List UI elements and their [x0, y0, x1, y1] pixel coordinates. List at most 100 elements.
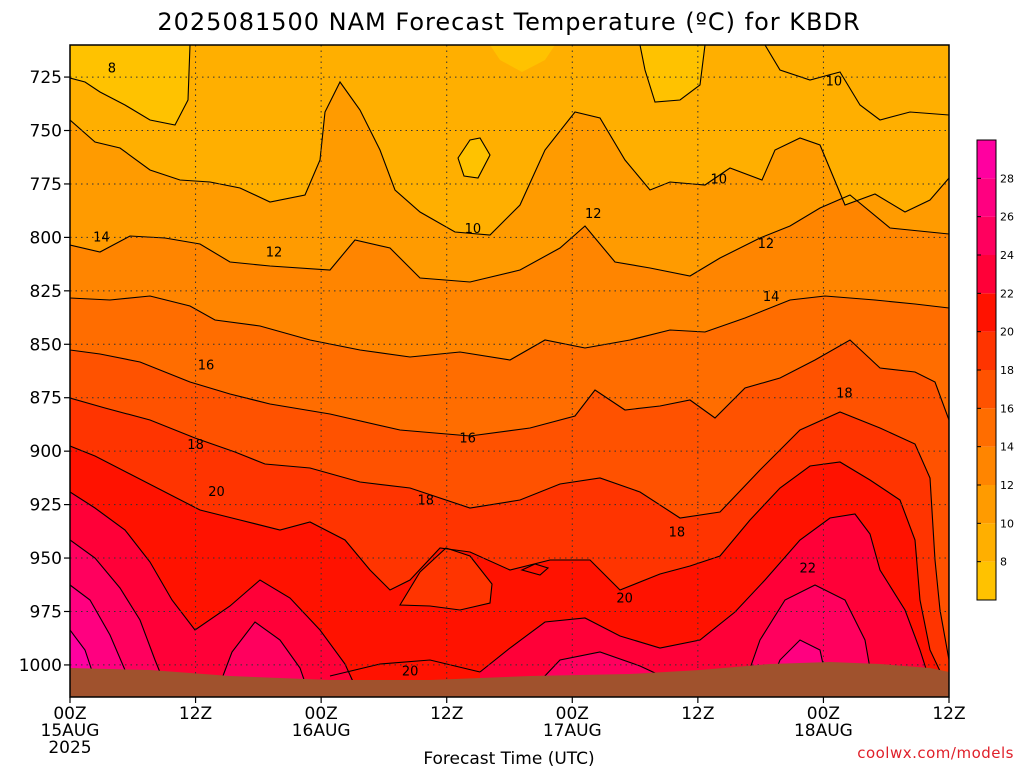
contour-label-text: 18	[836, 386, 853, 401]
contour-14	[70, 295, 949, 361]
colorbar-swatch	[977, 216, 996, 255]
contour-label-text: 10	[826, 74, 843, 89]
contour-20-bottom	[329, 659, 481, 677]
ground-surface	[70, 662, 949, 697]
colorbar-label: 22	[1000, 287, 1014, 300]
y-tick-label: 750	[30, 122, 62, 142]
band-6-8-b	[490, 45, 555, 72]
contour-22-mid	[479, 513, 936, 697]
colorbar-swatch	[977, 485, 996, 524]
band-6-8-a	[70, 45, 190, 125]
contour-label: 16	[198, 359, 215, 374]
contour-label-text: 12	[266, 245, 283, 260]
contour-8-b	[639, 45, 706, 103]
colorbar-swatch	[977, 178, 996, 217]
y-tick-label: 925	[30, 496, 62, 516]
x-tick-label: 16AUG	[292, 721, 351, 741]
contour-label-text: 10	[711, 173, 728, 188]
colorbar-label: 24	[1000, 249, 1014, 262]
colorbar-label: 14	[1000, 441, 1014, 454]
contour-22-left	[70, 491, 361, 697]
contour-label: 20	[208, 485, 225, 500]
colorbar-swatch	[977, 523, 996, 562]
contour-label-text: 12	[585, 207, 602, 222]
contour-label-text: 16	[459, 431, 476, 446]
x-tick-label: 12Z	[430, 704, 463, 724]
gridlines	[70, 45, 949, 697]
x-tick-label: 12Z	[179, 704, 212, 724]
y-tick-label: 800	[30, 228, 62, 248]
contour-label-text: 14	[93, 230, 110, 245]
colorbar-swatch	[977, 331, 996, 370]
contour-24-right	[739, 584, 876, 697]
credit-link[interactable]: coolwx.com/models	[857, 744, 1014, 762]
colorbar-swatch	[977, 255, 996, 294]
contour-10	[70, 80, 949, 236]
y-tick-label: 850	[30, 335, 62, 355]
contour-label: 12	[758, 237, 775, 252]
contour-24-left2	[214, 621, 311, 697]
x-tick-label: 2025	[48, 738, 91, 758]
x-tick-label: 18AUG	[794, 721, 853, 741]
contour-label: 18	[418, 493, 435, 508]
contour-label: 12	[266, 245, 283, 260]
colorbar-swatch	[977, 140, 996, 179]
y-tick-label: 725	[30, 68, 62, 88]
x-tick-label: 12Z	[932, 704, 965, 724]
x-tick-label: 00Z	[556, 704, 589, 724]
contour-18	[70, 397, 949, 661]
y-tick-label: 950	[30, 549, 62, 569]
y-tick-label: 875	[30, 389, 62, 409]
contour-12	[70, 194, 949, 283]
colorbar-swatch	[977, 561, 996, 600]
colorbar-label: 16	[1000, 402, 1014, 415]
contour-24-left	[70, 539, 171, 697]
x-axis-label: Forecast Time (UTC)	[423, 749, 594, 768]
colorbar-label: 26	[1000, 211, 1014, 224]
colorbar-label: 8	[1000, 556, 1007, 569]
x-tick-label: 00Z	[305, 704, 338, 724]
colorbar-swatch	[977, 408, 996, 447]
contour-label: 18	[187, 438, 204, 453]
contour-label-text: 22	[799, 562, 816, 577]
contour-label-text: 20	[616, 592, 633, 607]
x-tick-label: 15AUG	[41, 721, 100, 741]
contour-20	[70, 445, 949, 691]
colorbar-label: 28	[1000, 172, 1014, 185]
y-tick-label: 1000	[19, 656, 62, 676]
contour-label-text: 16	[198, 359, 215, 374]
contour-label: 14	[763, 290, 780, 305]
contour-label-text: 14	[763, 290, 780, 305]
y-tick-label: 825	[30, 282, 62, 302]
contour-16	[70, 339, 949, 437]
band-6-8-c	[640, 45, 705, 102]
contour-label-text: 18	[669, 525, 686, 540]
contour-10-top	[764, 45, 949, 121]
chart-title: 2025081500 NAM Forecast Temperature (ºC)…	[157, 8, 860, 36]
colorbar-swatch	[977, 446, 996, 485]
colorbar-swatch	[977, 370, 996, 409]
colorbar: 8 10 12 14 16 18 20 22 24 26 28	[976, 139, 1014, 601]
contour-label-text: 12	[758, 237, 775, 252]
contour-label: 12	[585, 207, 602, 222]
colorbar-label: 20	[1000, 326, 1014, 339]
colorbar-label: 10	[1000, 517, 1014, 530]
contour-18-island	[399, 547, 493, 611]
band-18-20-island	[400, 548, 492, 610]
contour-8-c	[457, 137, 491, 179]
y-axis: 725 750 775 800 825 850 875 900 925 950 975 1000	[19, 68, 70, 676]
colorbar-label: 18	[1000, 364, 1014, 377]
contour-labels: 8 10 10 10 12 12 12 14 14 16 16 18 18 18 18 20 20 20 22	[93, 62, 853, 680]
contour-label: 10	[465, 222, 482, 237]
x-tick-label: 00Z	[53, 704, 86, 724]
contour-label: 10	[826, 74, 843, 89]
contour-label-text: 18	[418, 493, 435, 508]
contour-label: 18	[836, 386, 853, 401]
y-tick-label: 975	[30, 602, 62, 622]
contour-8	[70, 45, 191, 126]
contour-label: 22	[799, 562, 816, 577]
colorbar-label: 12	[1000, 479, 1014, 492]
contour-label: 20	[616, 592, 633, 607]
